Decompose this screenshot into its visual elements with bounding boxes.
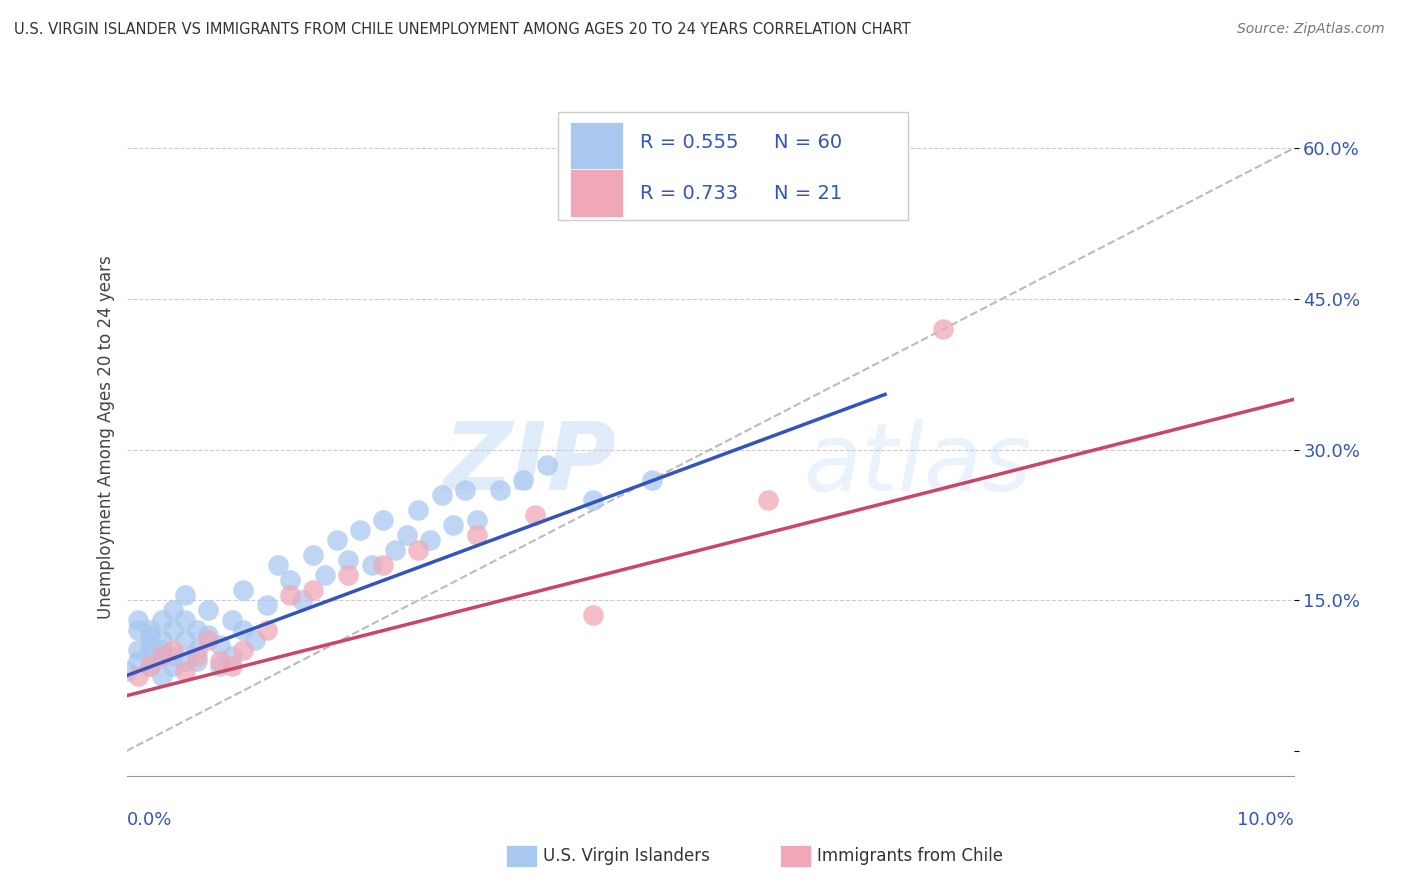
Text: 0.0%: 0.0% bbox=[127, 811, 172, 830]
Point bbox=[221, 613, 243, 627]
Point bbox=[373, 558, 395, 573]
Point bbox=[162, 658, 184, 673]
Point bbox=[127, 668, 149, 682]
Point bbox=[932, 322, 955, 336]
Point bbox=[162, 648, 184, 663]
Text: R = 0.733: R = 0.733 bbox=[640, 184, 738, 202]
Point bbox=[139, 639, 162, 653]
Point bbox=[430, 488, 453, 502]
Point bbox=[512, 473, 534, 487]
Point bbox=[536, 458, 558, 472]
Point bbox=[174, 664, 197, 678]
Point bbox=[337, 568, 360, 582]
Point bbox=[174, 613, 197, 627]
Point bbox=[408, 503, 430, 517]
Point bbox=[150, 648, 173, 663]
Point bbox=[232, 624, 254, 638]
Point bbox=[302, 583, 325, 598]
Point bbox=[465, 528, 488, 542]
Text: atlas: atlas bbox=[803, 418, 1032, 509]
Point bbox=[174, 633, 197, 648]
Point bbox=[815, 141, 838, 155]
Point bbox=[373, 513, 395, 527]
Point bbox=[360, 558, 382, 573]
Point bbox=[162, 603, 184, 617]
Point bbox=[139, 658, 162, 673]
Point bbox=[441, 518, 464, 533]
Point bbox=[454, 483, 477, 497]
Point bbox=[256, 599, 278, 613]
Point bbox=[465, 513, 488, 527]
Point bbox=[139, 628, 162, 642]
Point bbox=[197, 603, 219, 617]
Point bbox=[278, 588, 301, 602]
Point bbox=[278, 573, 301, 587]
Point bbox=[395, 528, 418, 542]
Text: N = 60: N = 60 bbox=[775, 133, 842, 152]
Text: Source: ZipAtlas.com: Source: ZipAtlas.com bbox=[1237, 22, 1385, 37]
Point bbox=[232, 643, 254, 657]
Point bbox=[186, 648, 208, 663]
Text: ZIP: ZIP bbox=[444, 418, 617, 510]
FancyBboxPatch shape bbox=[558, 112, 908, 220]
Point bbox=[150, 613, 173, 627]
Point bbox=[302, 548, 325, 562]
Point bbox=[127, 624, 149, 638]
Point bbox=[150, 643, 173, 657]
Y-axis label: Unemployment Among Ages 20 to 24 years: Unemployment Among Ages 20 to 24 years bbox=[97, 255, 115, 619]
Point bbox=[127, 613, 149, 627]
Point bbox=[115, 664, 138, 678]
Point bbox=[139, 643, 162, 657]
Point bbox=[127, 643, 149, 657]
Point bbox=[640, 473, 664, 487]
Text: N = 21: N = 21 bbox=[775, 184, 842, 202]
Point bbox=[267, 558, 290, 573]
Point bbox=[174, 588, 197, 602]
Point bbox=[489, 483, 512, 497]
Point bbox=[419, 533, 441, 547]
Point bbox=[186, 654, 208, 668]
Point bbox=[221, 648, 243, 663]
Point bbox=[524, 508, 547, 522]
Point bbox=[150, 633, 173, 648]
Bar bbox=[569, 122, 623, 169]
Point bbox=[150, 668, 173, 682]
Point bbox=[232, 583, 254, 598]
Text: U.S. VIRGIN ISLANDER VS IMMIGRANTS FROM CHILE UNEMPLOYMENT AMONG AGES 20 TO 24 Y: U.S. VIRGIN ISLANDER VS IMMIGRANTS FROM … bbox=[14, 22, 911, 37]
Point bbox=[197, 628, 219, 642]
Point bbox=[208, 654, 231, 668]
Point bbox=[256, 624, 278, 638]
Point bbox=[186, 624, 208, 638]
Point bbox=[325, 533, 347, 547]
Point bbox=[582, 608, 605, 623]
Bar bbox=[569, 169, 623, 217]
Point bbox=[337, 553, 360, 567]
Point bbox=[243, 633, 266, 648]
Point bbox=[208, 658, 231, 673]
Point bbox=[174, 654, 197, 668]
Point bbox=[139, 658, 162, 673]
Point bbox=[290, 593, 312, 607]
Point bbox=[208, 639, 231, 653]
Point bbox=[221, 658, 243, 673]
Point bbox=[162, 643, 184, 657]
Point bbox=[349, 523, 371, 537]
Point bbox=[756, 492, 779, 507]
Point bbox=[314, 568, 336, 582]
Point bbox=[150, 648, 173, 663]
Point bbox=[162, 624, 184, 638]
Point bbox=[582, 492, 605, 507]
Point bbox=[384, 543, 406, 558]
Point bbox=[139, 624, 162, 638]
Point bbox=[197, 633, 219, 648]
Point bbox=[408, 543, 430, 558]
Point bbox=[186, 643, 208, 657]
Text: Immigrants from Chile: Immigrants from Chile bbox=[817, 847, 1002, 865]
Text: R = 0.555: R = 0.555 bbox=[640, 133, 738, 152]
Point bbox=[127, 654, 149, 668]
Text: 10.0%: 10.0% bbox=[1237, 811, 1294, 830]
Text: U.S. Virgin Islanders: U.S. Virgin Islanders bbox=[543, 847, 710, 865]
